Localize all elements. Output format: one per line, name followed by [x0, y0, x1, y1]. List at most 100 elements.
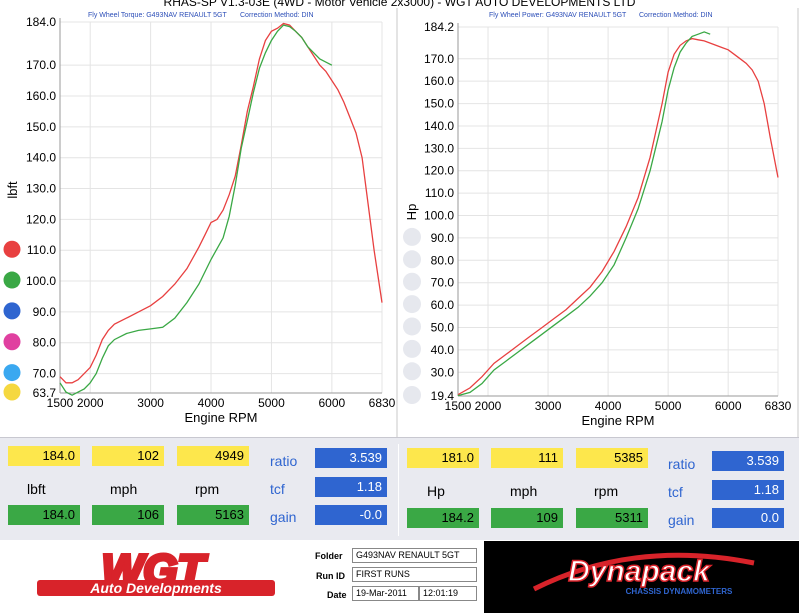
chart-0-ytick-9: 90.0: [33, 305, 57, 319]
torque-peak-value: 184.0: [8, 505, 80, 525]
panel-divider: [398, 444, 399, 536]
chart-1-grey-dot-0: [403, 227, 421, 246]
dynapack-logo-text: Dynapack: [568, 555, 711, 588]
power-header-mph: mph: [510, 483, 538, 499]
chart-1-grey-dot-2: [403, 272, 421, 291]
torque-peak-mph: 106: [92, 505, 164, 525]
dynapack-logo: Dynapack CHASSIS DYNAMOMETERS: [484, 541, 799, 613]
chart-0-xtick-4: 5000: [258, 396, 285, 410]
chart-0-ytick-4: 140.0: [26, 151, 56, 165]
chart-1-series-0-line: [457, 37, 779, 396]
chart-0-ytick-3: 150.0: [26, 120, 56, 134]
chart-1-subtitle2: Correction Method: DIN: [639, 12, 713, 19]
torque-tcf-label: tcf: [270, 481, 285, 497]
page-title: RHAS-SP V1.3-03E (4WD - Motor Vehicle 2x…: [163, 0, 636, 9]
power-chart: Fly Wheel Power: G493NAV RENAULT 5GT Corr…: [399, 0, 799, 437]
torque-tcf-value: 1.18: [315, 477, 387, 497]
chart-1-ytick-11: 70.0: [431, 276, 455, 290]
chart-1-ytick-13: 50.0: [431, 320, 455, 334]
power-cursor-mph: 111: [491, 448, 563, 468]
chart-1-xtick-0: 1500: [445, 399, 472, 413]
chart-0-xtick-5: 6000: [319, 396, 346, 410]
chart-1-ytick-15: 30.0: [431, 365, 455, 379]
chart-1-xtick-3: 4000: [595, 399, 622, 413]
chart-0-subtitle: Fly Wheel Torque: G493NAV RENAULT 5GT: [88, 12, 227, 19]
time-value: 12:01:19: [419, 586, 477, 601]
power-gain-label: gain: [668, 512, 695, 528]
chart-1-ytick-0: 184.2: [424, 20, 454, 34]
chart-0-ytick-12: 63.7: [33, 386, 57, 400]
chart-1-xtick-2: 3000: [535, 399, 562, 413]
torque-cursor-mph: 102: [92, 446, 164, 466]
runid-value: FIRST RUNS: [352, 567, 477, 582]
chart-0-legend-dot-5: [3, 383, 21, 401]
chart-1-ytick-10: 80.0: [431, 253, 455, 267]
chart-0-xtick-6: 6830: [369, 396, 396, 410]
readout-panel: 184.0 102 4949 lbft mph rpm 184.0 106 51…: [0, 437, 799, 540]
power-ratio-value: 3.539: [712, 451, 784, 471]
chart-1-xtick-4: 5000: [655, 399, 682, 413]
chart-0-legend-dot-4: [3, 364, 21, 382]
chart-1-grey-dot-6: [403, 362, 421, 381]
chart-1-grey-dot-7: [403, 386, 421, 404]
power-peak-mph: 109: [491, 508, 563, 528]
power-tcf-value: 1.18: [712, 480, 784, 500]
chart-1-grey-dot-5: [403, 339, 421, 358]
power-peak-rpm: 5311: [576, 508, 648, 528]
chart-0-ytick-7: 110.0: [27, 243, 56, 257]
torque-ratio-value: 3.539: [315, 448, 387, 468]
chart-0-ytick-11: 70.0: [33, 367, 57, 381]
chart-1-grey-dot-4: [403, 317, 421, 336]
folder-value: G493NAV RENAULT 5GT: [352, 548, 477, 563]
torque-ratio-label: ratio: [270, 453, 298, 469]
chart-1-ytick-8: 100.0: [424, 209, 454, 223]
chart-0-ytick-6: 120.0: [26, 212, 56, 226]
power-cursor-rpm: 5385: [576, 448, 648, 468]
chart-1-ytick-4: 140.0: [424, 119, 454, 133]
chart-1-ytick-14: 40.0: [431, 343, 455, 357]
chart-1-ytick-3: 150.0: [424, 97, 454, 111]
power-chart-svg: Fly Wheel Power: G493NAV RENAULT 5GT Corr…: [403, 8, 799, 437]
power-tcf-label: tcf: [668, 484, 683, 500]
chart-0-ylabel: lbft: [5, 181, 20, 199]
chart-0-xtick-2: 3000: [137, 396, 164, 410]
power-peak-value: 184.2: [407, 508, 479, 528]
chart-1-ytick-16: 19.4: [431, 389, 455, 403]
power-gain-value: 0.0: [712, 508, 784, 528]
chart-0-xtick-3: 4000: [198, 396, 225, 410]
chart-1-series-1-line: [457, 31, 711, 397]
power-header-rpm: rpm: [594, 483, 619, 499]
runid-label: Run ID: [316, 571, 345, 581]
date-value: 19-Mar-2011: [352, 586, 419, 601]
chart-1-xlabel: Engine RPM: [582, 413, 655, 428]
chart-0-xtick-0: 1500: [47, 396, 74, 410]
torque-chart: Fly Wheel Torque: G493NAV RENAULT 5GT Cor…: [0, 0, 399, 437]
chart-0-series-1-line: [59, 24, 333, 396]
footer: WGT WGT Auto Developments Folder G493NAV…: [0, 541, 799, 613]
chart-1-grey-dot-3: [403, 295, 421, 314]
chart-1-xtick-5: 6000: [715, 399, 742, 413]
folder-label: Folder: [315, 551, 343, 561]
chart-1-ytick-9: 90.0: [431, 231, 455, 245]
chart-1-ytick-1: 170.0: [424, 52, 454, 66]
torque-header-rpm: rpm: [195, 481, 220, 497]
chart-1-ylabel: Hp: [404, 204, 419, 221]
chart-1-xtick-1: 2000: [475, 399, 502, 413]
power-ratio-label: ratio: [668, 456, 696, 472]
wgt-tagline-bar: [37, 580, 275, 596]
chart-1-ytick-2: 160.0: [424, 74, 454, 88]
chart-0-ytick-0: 184.0: [26, 15, 56, 29]
date-label: Date: [327, 590, 347, 600]
chart-1-grey-dot-1: [403, 250, 421, 269]
chart-1-ytick-6: 120.0: [424, 164, 454, 178]
chart-0-legend-dot-1: [3, 271, 21, 289]
chart-0-legend-dot-3: [3, 333, 21, 351]
torque-chart-svg: Fly Wheel Torque: G493NAV RENAULT 5GT Cor…: [3, 8, 398, 437]
chart-0-ytick-5: 130.0: [26, 182, 56, 196]
chart-0-xlabel: Engine RPM: [185, 410, 258, 425]
torque-cursor-rpm: 4949: [177, 446, 249, 466]
chart-1-ytick-5: 130.0: [424, 141, 454, 155]
torque-gain-value: -0.0: [315, 505, 387, 525]
chart-0-legend-dot-2: [3, 302, 21, 320]
chart-1-xtick-6: 6830: [765, 399, 792, 413]
